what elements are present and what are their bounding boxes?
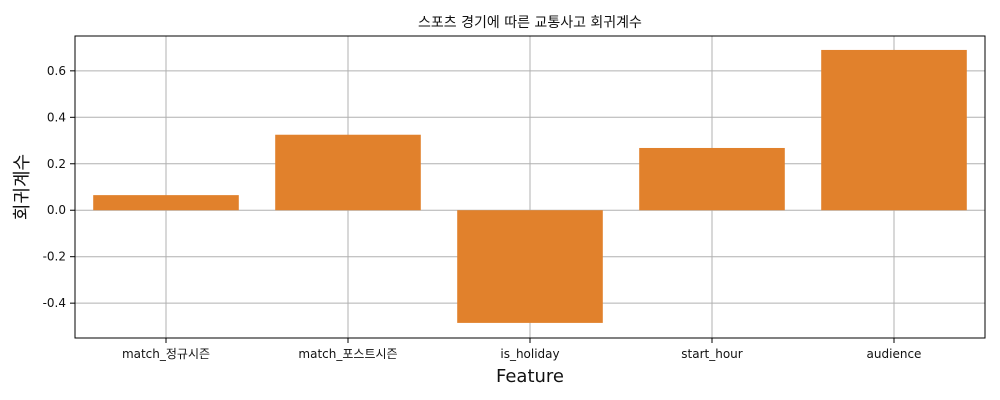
bar [275, 135, 421, 211]
y-tick-label: -0.2 [43, 250, 66, 264]
y-tick-label: 0.2 [47, 157, 66, 171]
x-tick-label: start_hour [681, 347, 743, 361]
bar [821, 50, 967, 210]
x-tick-label: match_정규시즌 [122, 347, 210, 361]
y-tick-label: 0.4 [47, 110, 66, 124]
x-tick-label: audience [867, 347, 922, 361]
y-axis-title: 회귀계수 [12, 154, 33, 220]
x-tick-label: match_포스트시즌 [298, 347, 397, 361]
x-tick-label: is_holiday [500, 347, 559, 361]
bar [93, 195, 239, 210]
x-axis-title: Feature [496, 366, 564, 387]
y-tick-label: 0.0 [47, 203, 66, 217]
bar [457, 210, 603, 323]
y-tick-label: -0.4 [43, 296, 66, 310]
y-tick-label: 0.6 [47, 64, 66, 78]
chart-title: 스포츠 경기에 따른 교통사고 회귀계수 [418, 15, 642, 31]
bar [639, 148, 785, 210]
